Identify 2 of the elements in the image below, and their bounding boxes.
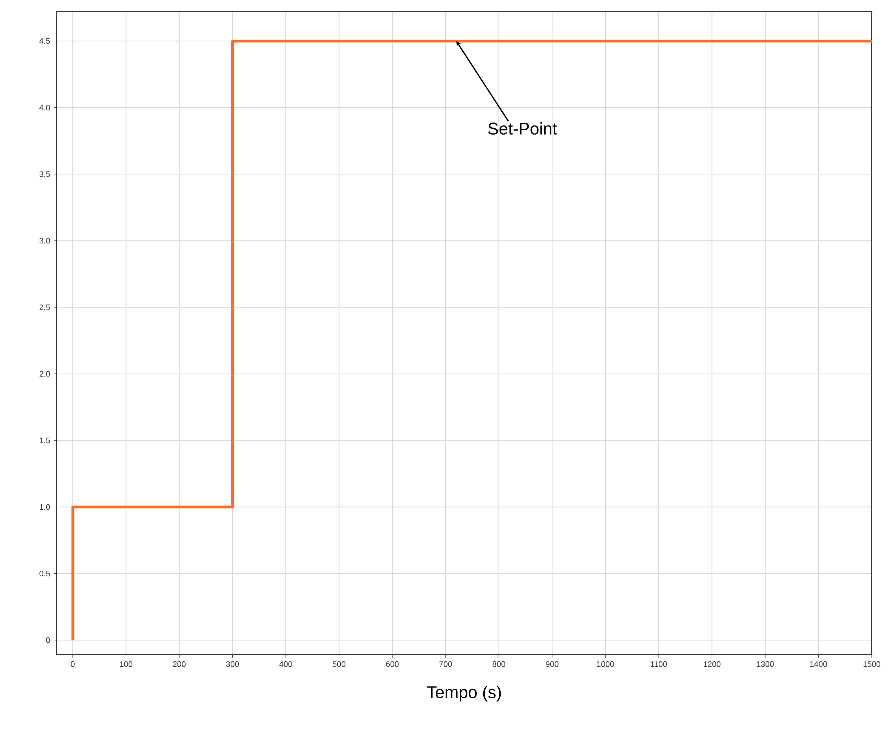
x-axis-title: Tempo (s) — [427, 686, 502, 702]
annotation: Set-Point — [488, 122, 558, 135]
